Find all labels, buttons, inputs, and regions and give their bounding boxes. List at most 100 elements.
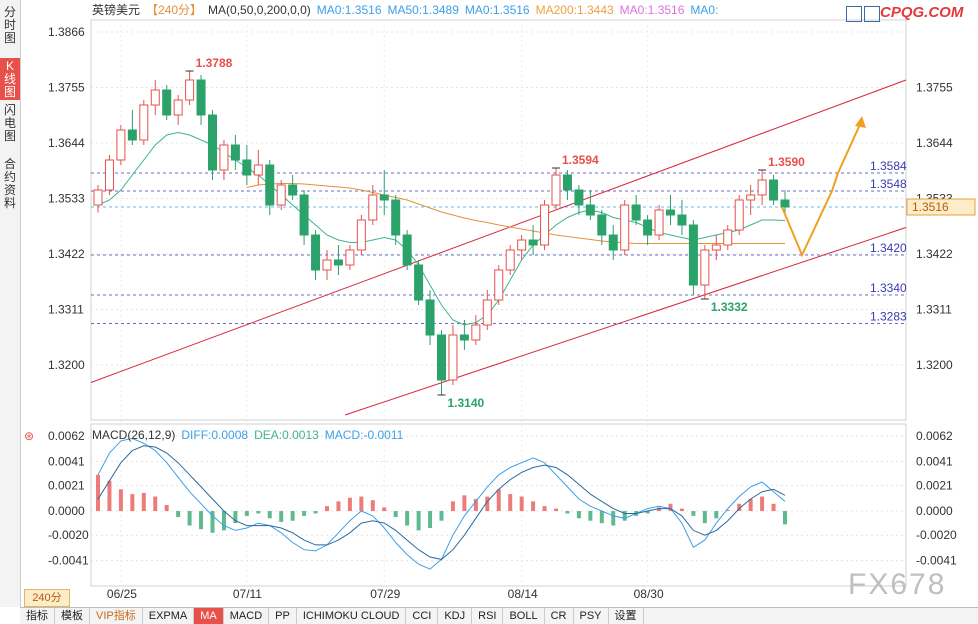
indicator-button-9[interactable]: KDJ: [438, 608, 473, 624]
indicator-button-6[interactable]: PP: [269, 608, 297, 624]
ma-value-1: MA50:1.3489: [387, 3, 459, 17]
macd-tick-label-right: -0.0020: [916, 528, 957, 542]
y-tick-label-right: 1.3644: [916, 136, 953, 150]
indicator-button-14[interactable]: 设置: [609, 608, 644, 624]
macd-value: MACD:-0.0011: [324, 428, 404, 442]
candle: [104, 159, 114, 191]
candle: [620, 204, 630, 251]
level-label: 1.3340: [870, 281, 907, 295]
sidebar-tab-1[interactable]: K 线 图: [0, 58, 20, 100]
main-panel-frame: [90, 19, 907, 421]
current-price-label: 1.3516: [912, 200, 949, 214]
candle: [230, 144, 240, 161]
y-tick-label: 1.3422: [48, 247, 85, 261]
ma-value-3: MA200:1.3443: [535, 3, 614, 17]
forecast-path: [781, 119, 863, 258]
indicator-button-4[interactable]: MA: [194, 608, 224, 624]
macd-tick-label: 0.0041: [48, 454, 85, 468]
candle: [746, 194, 756, 201]
indicator-button-3[interactable]: EXPMA: [143, 608, 195, 624]
sidebar-tab-3[interactable]: 合 约 资 料: [3, 157, 16, 210]
level-label: 1.3584: [870, 159, 907, 173]
macd-tick-label-right: 0.0021: [916, 479, 953, 493]
candle: [391, 199, 401, 236]
candle: [333, 259, 343, 266]
indicator-button-7[interactable]: ICHIMOKU CLOUD: [297, 608, 407, 624]
ma-value-4: MA0:1.3516: [619, 3, 685, 17]
macd-tick-label: 0.0062: [48, 429, 85, 443]
candle: [597, 214, 607, 236]
macd-title[interactable]: MACD(26,12,9): [92, 428, 176, 442]
candle: [322, 259, 332, 271]
channel-upper-line: [90, 79, 907, 383]
indicator-button-1[interactable]: 模板: [55, 608, 90, 624]
macd-tick-label: -0.0041: [48, 554, 89, 568]
crosshair-icon[interactable]: ⊛: [24, 429, 35, 443]
macd-tick-label-right: -0.0041: [916, 554, 957, 568]
candle: [711, 244, 721, 251]
ma-value-2: MA0:1.3516: [464, 3, 530, 17]
current-price-tag: [906, 198, 976, 216]
candle: [196, 79, 206, 116]
indicator-button-5[interactable]: MACD: [224, 608, 270, 624]
candle: [368, 194, 378, 221]
extreme-label: 1.3788: [196, 56, 233, 70]
candle: [185, 79, 195, 101]
indicator-button-10[interactable]: RSI: [472, 608, 504, 624]
candle: [288, 184, 298, 196]
indicator-button-0[interactable]: 指标: [20, 608, 55, 624]
candle: [723, 229, 733, 246]
sidebar-tab-0[interactable]: 分 时 图: [3, 5, 16, 45]
candle: [551, 174, 561, 206]
x-tick-label: 07/11: [233, 587, 262, 601]
indicator-button-2[interactable]: VIP指标: [90, 608, 143, 624]
indicator-button-11[interactable]: BOLL: [503, 608, 545, 624]
candle: [528, 239, 538, 246]
candle: [402, 234, 412, 266]
candle: [219, 144, 229, 171]
chart-header: 英镑美元 【240分】 MA(0,50,0,200,0,0) MA0:1.351…: [92, 2, 718, 18]
candle: [608, 234, 618, 251]
ma-settings[interactable]: MA(0,50,0,200,0,0): [208, 3, 311, 17]
fx678-watermark: FX678: [848, 568, 947, 601]
candle: [425, 299, 435, 336]
ma200-line: [246, 183, 785, 244]
y-tick-label: 1.3200: [48, 358, 85, 372]
candle: [253, 164, 263, 176]
candle: [562, 174, 572, 191]
indicator-bar: 指标 模板 VIP指标 EXPMA MA MACD PP ICHIMOKU CLOUD CCI K…: [20, 607, 978, 624]
candle: [437, 334, 446, 381]
candle: [162, 89, 172, 116]
y-tick-label: 1.3533: [48, 192, 85, 206]
level-label: 1.3548: [870, 177, 907, 191]
level-label: 1.3283: [870, 310, 907, 324]
macd-tick-label-right: 0.0000: [916, 504, 953, 518]
period-selector[interactable]: 240分: [24, 589, 70, 607]
ma-value-5: MA0:: [690, 3, 719, 17]
candle: [356, 219, 366, 251]
indicator-button-13[interactable]: PSY: [574, 608, 609, 624]
fullscreen-icon[interactable]: [864, 6, 880, 22]
sidebar-tab-2[interactable]: 闪 电 图: [3, 103, 16, 143]
macd-tick-label: -0.0020: [48, 528, 89, 542]
x-tick-label: 08/14: [508, 587, 538, 601]
candle: [494, 269, 504, 301]
candle: [482, 299, 492, 326]
indicator-button-12[interactable]: CR: [545, 608, 574, 624]
period-tag[interactable]: 【240分】: [146, 3, 203, 17]
y-tick-label-right: 1.3755: [916, 81, 953, 95]
grid-layout-icon[interactable]: [846, 6, 862, 22]
candle: [311, 234, 321, 271]
y-tick-label-right: 1.3311: [916, 303, 952, 317]
y-tick-label: 1.3755: [48, 81, 85, 95]
macd-tick-label-right: 0.0062: [916, 429, 953, 443]
candle: [540, 204, 550, 246]
x-tick-label: 07/29: [370, 587, 400, 601]
candle: [780, 199, 790, 208]
candle: [139, 104, 149, 141]
candle: [700, 249, 710, 286]
y-tick-label: 1.3644: [48, 136, 85, 150]
indicator-button-8[interactable]: CCI: [406, 608, 439, 624]
candle: [688, 224, 698, 286]
